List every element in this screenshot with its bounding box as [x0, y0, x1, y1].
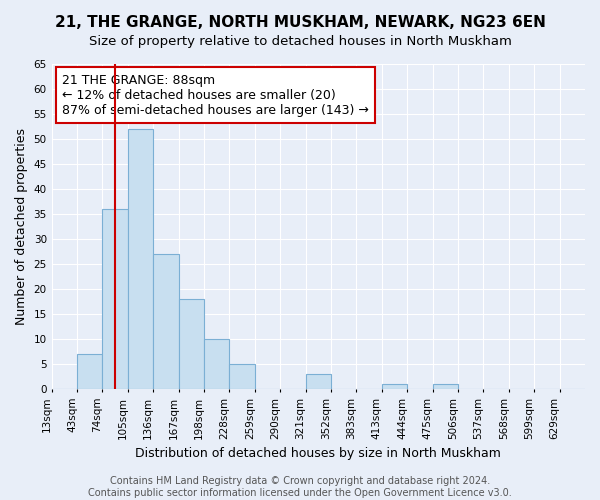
Bar [103, 209, 128, 389]
Bar [204, 339, 229, 389]
Bar [229, 364, 255, 389]
Text: Contains HM Land Registry data © Crown copyright and database right 2024.
Contai: Contains HM Land Registry data © Crown c… [88, 476, 512, 498]
Bar [77, 354, 103, 389]
Bar [433, 384, 458, 389]
Text: 21 THE GRANGE: 88sqm
← 12% of detached houses are smaller (20)
87% of semi-detac: 21 THE GRANGE: 88sqm ← 12% of detached h… [62, 74, 369, 116]
Bar [128, 129, 153, 389]
Text: Size of property relative to detached houses in North Muskham: Size of property relative to detached ho… [89, 35, 511, 48]
Bar [179, 299, 204, 389]
Bar [153, 254, 179, 389]
Bar [382, 384, 407, 389]
Y-axis label: Number of detached properties: Number of detached properties [15, 128, 28, 325]
Text: 21, THE GRANGE, NORTH MUSKHAM, NEWARK, NG23 6EN: 21, THE GRANGE, NORTH MUSKHAM, NEWARK, N… [55, 15, 545, 30]
Bar [305, 374, 331, 389]
X-axis label: Distribution of detached houses by size in North Muskham: Distribution of detached houses by size … [136, 447, 501, 460]
